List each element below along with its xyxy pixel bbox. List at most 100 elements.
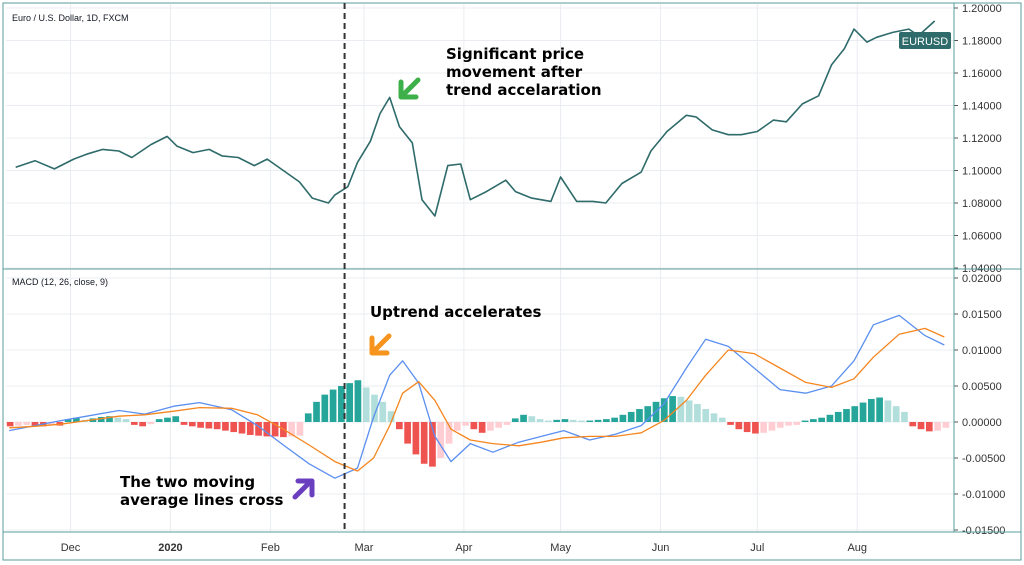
histogram-bar [31, 422, 39, 426]
macd-series-line-1 [9, 327, 945, 472]
histogram-bar [727, 422, 734, 425]
histogram-bar [263, 422, 271, 437]
price-tick-label-5: 1.14000 [962, 101, 1002, 113]
histogram-bar [917, 422, 925, 430]
histogram-bar [818, 417, 825, 422]
histogram-bar [321, 394, 329, 422]
histogram-bar [520, 414, 527, 422]
histogram-bar [429, 422, 436, 467]
histogram-bar [718, 417, 726, 422]
histogram-bar [230, 422, 238, 433]
macd-tick-label-4: 0.00500 [962, 381, 1002, 393]
histogram-bar [15, 422, 22, 426]
histogram-bar [164, 417, 171, 422]
histogram-bar [23, 422, 31, 425]
histogram-bar [859, 402, 867, 422]
annotation-lines-cross-line-2: average lines cross [120, 491, 284, 509]
histogram-bar [561, 419, 569, 422]
orange-arrow-icon [369, 333, 392, 356]
histogram-bar [412, 422, 420, 455]
histogram-bar [603, 419, 610, 422]
macd-pane-title: MACD (12, 26, close, 9) [12, 277, 108, 287]
histogram-bar [478, 422, 486, 433]
histogram-bar [545, 420, 552, 422]
histogram-bar [793, 422, 801, 425]
histogram-bar [810, 419, 817, 422]
histogram-bar [106, 416, 113, 422]
histogram-bar [329, 389, 337, 422]
histogram-bar [826, 414, 834, 422]
histogram-bar [64, 419, 72, 422]
price-series-line [15, 20, 936, 217]
histogram-bar [487, 422, 494, 431]
histogram-bar [73, 417, 80, 422]
histogram-bar [586, 420, 594, 422]
histogram-bar [867, 398, 875, 422]
histogram-bar [172, 416, 180, 422]
annotation-uptrend: Uptrend accelerates [369, 303, 542, 356]
histogram-bar [669, 396, 676, 422]
histogram-bar [288, 422, 296, 437]
histogram-bar [180, 422, 188, 425]
purple-arrow-icon [292, 478, 315, 500]
macd-tick-label-1: -0.01000 [962, 489, 1005, 501]
histogram-bar [528, 416, 536, 422]
histogram-bar [636, 409, 643, 422]
price-tick-label-3: 1.10000 [962, 166, 1002, 178]
histogram-bar [97, 416, 105, 422]
histogram-bar [213, 422, 221, 430]
histogram-bar [569, 419, 577, 422]
green-arrow-icon [398, 77, 421, 100]
annotation-price-movement-line-2: movement after [446, 63, 583, 81]
histogram-bar [553, 419, 561, 422]
time-tick-2020: 2020 [158, 542, 182, 554]
histogram-bar [503, 422, 511, 425]
histogram-bar [122, 419, 130, 422]
histogram-bar [147, 422, 155, 425]
histogram-bar [644, 406, 652, 422]
annotation-price-movement-line-3: trend accelaration [446, 81, 602, 99]
histogram-bar [743, 422, 751, 433]
histogram-bar [495, 422, 503, 428]
histogram-bar [801, 420, 809, 422]
price-tick-label-1: 1.06000 [962, 231, 1002, 243]
macd-tick-label-2: -0.00500 [962, 453, 1005, 465]
time-tick-may: May [550, 542, 571, 554]
price-pane-title: Euro / U.S. Dollar, 1D, FXCM [12, 13, 129, 23]
time-tick-apr: Apr [455, 542, 472, 554]
histogram-bar [255, 422, 262, 436]
histogram-bar [114, 417, 122, 422]
histogram-bar [768, 422, 776, 431]
histogram-bar [313, 401, 320, 422]
histogram-bar [627, 411, 635, 422]
histogram-bar [470, 422, 478, 430]
histogram-bar [346, 383, 353, 422]
histogram-bar [760, 422, 768, 433]
macd-tick-label-6: 0.01500 [962, 309, 1002, 321]
histogram-bar [131, 422, 138, 425]
time-tick-aug: Aug [847, 542, 867, 554]
histogram-bar [379, 401, 387, 422]
time-tick-feb: Feb [261, 542, 280, 554]
histogram-bar [462, 422, 469, 426]
histogram-bar [776, 422, 784, 428]
histogram-bar [702, 409, 710, 422]
time-tick-dec: Dec [61, 542, 81, 554]
histogram-bar [395, 422, 403, 430]
histogram-bar [445, 422, 453, 444]
histogram-bar [619, 414, 627, 422]
price-tick-label-4: 1.12000 [962, 133, 1002, 145]
macd-tick-label-7: 0.02000 [962, 273, 1002, 285]
histogram-bar [834, 411, 842, 422]
symbol-badge-bg [899, 32, 951, 49]
histogram-bar [354, 380, 362, 422]
histogram-bar [511, 418, 519, 422]
histogram-bar [338, 386, 345, 422]
macd-histogram [6, 380, 950, 467]
macd-series-line-0 [9, 314, 945, 479]
histogram-bar [188, 422, 196, 427]
histogram-bar [578, 420, 585, 422]
histogram-bar [901, 411, 908, 422]
